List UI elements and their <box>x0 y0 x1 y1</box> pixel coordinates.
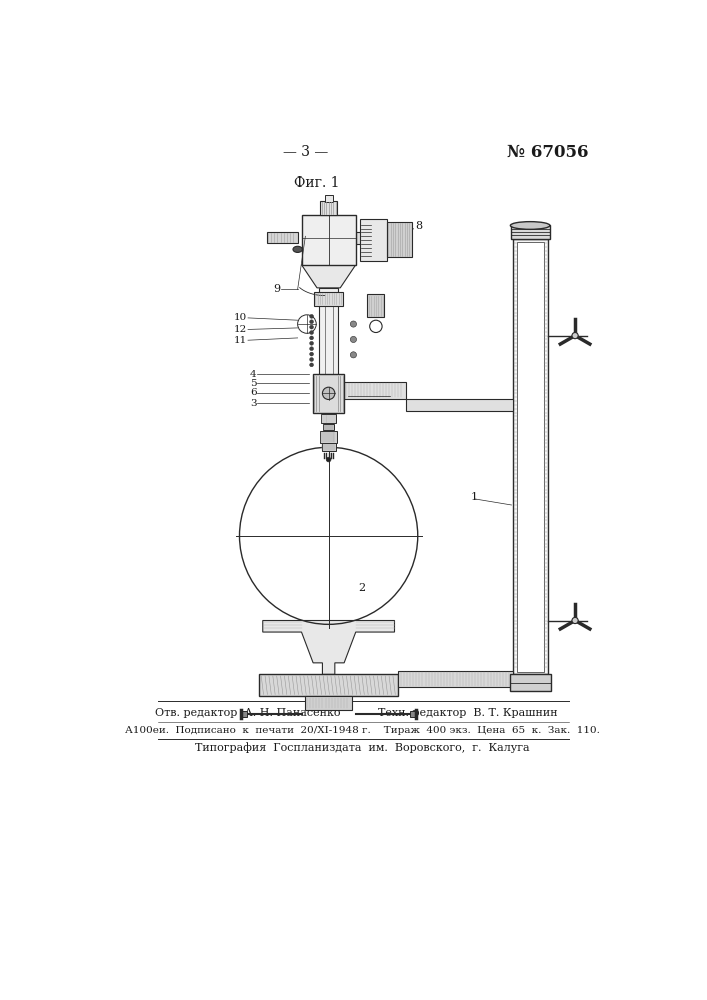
Bar <box>320 288 338 382</box>
Circle shape <box>310 341 313 345</box>
Circle shape <box>310 331 313 334</box>
Bar <box>325 195 332 202</box>
Text: Отв. редактор  А. Н. Панасенко: Отв. редактор А. Н. Панасенко <box>155 708 340 718</box>
Bar <box>510 225 550 239</box>
Polygon shape <box>301 265 356 288</box>
Ellipse shape <box>510 222 550 229</box>
Circle shape <box>310 320 313 324</box>
Text: 12: 12 <box>234 325 247 334</box>
Circle shape <box>351 336 356 343</box>
Bar <box>320 431 337 443</box>
Bar <box>410 711 416 717</box>
Text: 10: 10 <box>234 313 247 322</box>
Circle shape <box>310 347 313 351</box>
Text: Техн. редактор  В. Т. Крашнин: Техн. редактор В. Т. Крашнин <box>378 708 558 718</box>
Text: Типография  Госпланиздата  им.  Воровского,  г.  Калуга: Типография Госпланиздата им. Воровского,… <box>194 742 530 753</box>
Bar <box>513 239 548 674</box>
Bar <box>320 201 337 215</box>
Text: 2: 2 <box>358 583 366 593</box>
Circle shape <box>351 352 356 358</box>
Text: 5: 5 <box>250 379 257 388</box>
Circle shape <box>310 358 313 361</box>
Text: 3: 3 <box>250 399 257 408</box>
Bar <box>241 711 247 717</box>
Bar <box>267 232 298 243</box>
Text: А100еи.  Подписано  к  печати  20/XI-1948 г.    Тираж  400 экз.  Цена  65  к.  З: А100еи. Подписано к печати 20/XI-1948 г.… <box>124 726 600 735</box>
Polygon shape <box>263 620 395 674</box>
Ellipse shape <box>293 246 303 252</box>
Circle shape <box>572 617 578 624</box>
Circle shape <box>310 363 313 367</box>
Circle shape <box>327 457 331 462</box>
Bar <box>321 414 337 423</box>
Bar <box>517 242 544 672</box>
Text: 1: 1 <box>471 492 478 502</box>
Circle shape <box>322 387 335 400</box>
Circle shape <box>572 333 578 339</box>
Bar <box>313 374 344 413</box>
Circle shape <box>351 321 356 327</box>
Bar <box>360 219 387 261</box>
Circle shape <box>310 314 313 318</box>
Bar <box>368 294 385 317</box>
Bar <box>301 215 356 265</box>
Bar <box>323 424 334 430</box>
Bar <box>510 674 551 691</box>
Text: 4: 4 <box>250 370 257 379</box>
Text: 13: 13 <box>391 391 405 401</box>
Bar <box>356 232 395 244</box>
Text: № 67056: № 67056 <box>507 144 589 161</box>
Bar <box>344 382 406 399</box>
Circle shape <box>310 325 313 329</box>
Bar <box>305 696 352 710</box>
Bar <box>398 671 513 687</box>
Text: 8: 8 <box>416 221 423 231</box>
Bar <box>314 292 344 306</box>
Bar <box>406 399 513 411</box>
Text: — 3 —: — 3 — <box>283 145 328 159</box>
Bar <box>387 222 411 257</box>
Circle shape <box>310 352 313 356</box>
Circle shape <box>310 336 313 340</box>
Text: 11: 11 <box>234 336 247 345</box>
Text: 9: 9 <box>274 284 281 294</box>
Bar <box>259 674 398 696</box>
Text: Фиг. 1: Фиг. 1 <box>294 176 340 190</box>
Bar <box>322 443 336 451</box>
Text: 6: 6 <box>250 388 257 397</box>
